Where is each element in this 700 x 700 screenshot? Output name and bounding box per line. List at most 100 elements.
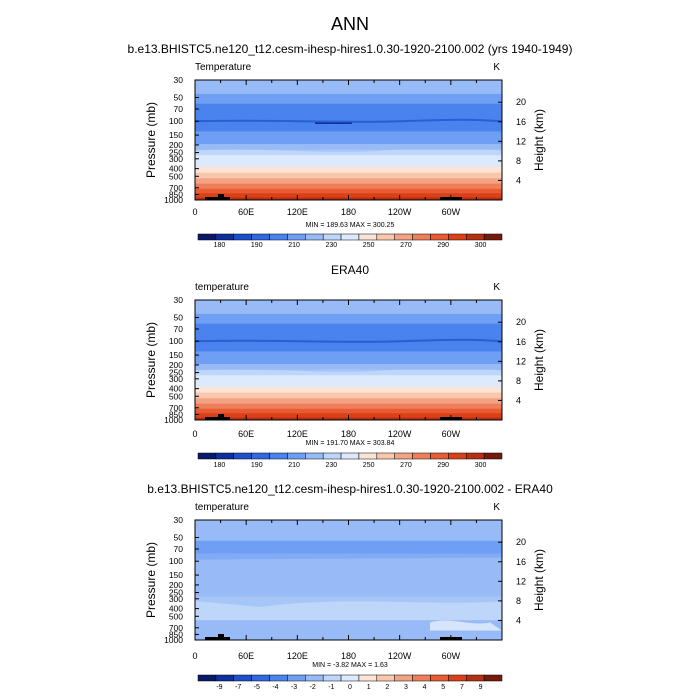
colorbar-label: 4 — [423, 684, 427, 691]
contour-band — [195, 381, 502, 388]
colorbar-swatch — [269, 674, 288, 682]
y-tick-label: 300 — [169, 594, 183, 604]
colorbar-label: 190 — [251, 462, 263, 469]
x-tick-label: 60W — [442, 207, 461, 217]
y-tick-label: 1000 — [164, 195, 183, 205]
x-tick-label: 120E — [287, 429, 308, 439]
colorbar-swatch — [269, 233, 288, 241]
contour-band — [195, 155, 502, 162]
units-label: K — [493, 62, 500, 73]
y-tick-label: 50 — [174, 532, 184, 542]
y-tick-label: 700 — [169, 623, 183, 633]
colorbar-swatch — [305, 233, 324, 241]
contour-band — [195, 313, 502, 325]
colorbar-label: -9 — [216, 684, 222, 691]
colorbar-swatch — [465, 674, 485, 682]
y2-tick-label: 4 — [516, 395, 521, 405]
y-tick-label: 70 — [174, 324, 184, 334]
colorbar-swatch — [233, 233, 252, 241]
colorbar-swatch — [197, 674, 217, 682]
y-tick-label: 70 — [174, 544, 184, 554]
x-tick-label: 120E — [287, 651, 308, 661]
colorbar-label: 300 — [475, 462, 487, 469]
y-tick-label: 50 — [174, 92, 184, 102]
colorbar-label: 250 — [363, 242, 375, 249]
contour-band — [195, 178, 502, 185]
x-tick-label: 60E — [238, 651, 254, 661]
contour-band — [195, 149, 502, 156]
variable-label: temperature — [195, 282, 249, 293]
y-tick-label: 200 — [169, 580, 183, 590]
colorbar-label: -5 — [254, 684, 260, 691]
x-tick-label: 60W — [442, 651, 461, 661]
colorbar-label: 270 — [400, 462, 412, 469]
contour-band — [195, 375, 502, 382]
colorbar-swatch — [483, 674, 503, 682]
y2-tick-label: 16 — [516, 337, 526, 347]
colorbar-label: -3 — [291, 684, 297, 691]
colorbar-label: 230 — [326, 242, 338, 249]
panel-2: ERA40 temperature K 0 60E 120E 180 120W 60W 30 50 7… — [144, 263, 546, 469]
colorbar-swatch — [340, 452, 360, 460]
contour-line — [195, 338, 502, 343]
contour-line — [195, 365, 502, 372]
y-tick-label: 100 — [169, 556, 183, 566]
colorbar-label: 3 — [404, 684, 408, 691]
colorbar: 180 190 210 230 250 270 290 300 — [197, 452, 503, 469]
colorbar-swatch — [358, 452, 378, 460]
contour-band — [195, 567, 502, 582]
y2-tick-label: 16 — [516, 117, 526, 127]
colorbar-swatch — [340, 674, 360, 682]
colorbar-swatch — [358, 674, 378, 682]
y-tick-label: 850 — [169, 189, 183, 199]
colorbar-swatch — [412, 233, 431, 241]
colorbar-swatch — [322, 233, 342, 241]
colorbar-swatch — [197, 452, 217, 460]
y2-tick-label: 4 — [516, 615, 521, 625]
colorbar-label: 0 — [348, 684, 352, 691]
contour-band — [195, 166, 502, 174]
colorbar-swatch — [358, 233, 378, 241]
x-tick-label: 120W — [388, 651, 412, 661]
colorbar-swatch — [376, 452, 395, 460]
y-tick-label: 30 — [174, 75, 184, 85]
x-tick-label: 0 — [192, 207, 197, 217]
x-tick-label: 60E — [238, 429, 254, 439]
x-tick-label: 120E — [287, 207, 308, 217]
y-tick-label: 200 — [169, 140, 183, 150]
x-tick-label: 60E — [238, 207, 254, 217]
y-tick-label: 850 — [169, 629, 183, 639]
y2-tick-label: 8 — [516, 376, 521, 386]
y-tick-label: 100 — [169, 336, 183, 346]
x-tick-label: 120W — [388, 429, 412, 439]
y2-tick-label: 20 — [516, 537, 526, 547]
x-tick-label: 180 — [341, 429, 356, 439]
contour-band — [195, 300, 502, 315]
colorbar-swatch — [376, 233, 395, 241]
colorbar-label: 180 — [214, 242, 226, 249]
y-tick-label: 700 — [169, 183, 183, 193]
contour-band — [195, 323, 502, 335]
colorbar-label: 300 — [475, 242, 487, 249]
x-tick-label: 0 — [192, 429, 197, 439]
panel-title: b.e13.BHISTC5.ne120_t12.cesm-ihesp-hires… — [147, 482, 553, 496]
colorbar-swatch — [376, 674, 395, 682]
colorbar-swatch — [448, 452, 467, 460]
stats-text: MIN = 191.70 MAX = 303.84 — [306, 440, 395, 447]
contour-band — [195, 333, 502, 345]
colorbar-label: 290 — [437, 242, 449, 249]
colorbar-label: -2 — [310, 684, 316, 691]
colorbar-label: 270 — [400, 242, 412, 249]
colorbar-swatch — [287, 233, 306, 241]
y2-axis-title: Height (km) — [532, 109, 546, 171]
colorbar-swatch — [412, 674, 431, 682]
colorbar-swatch — [305, 452, 324, 460]
contour-band — [195, 627, 502, 635]
colorbar-swatch — [251, 233, 270, 241]
y-tick-label: 250 — [169, 368, 183, 378]
panel-title: ERA40 — [331, 263, 369, 277]
y2-tick-label: 12 — [516, 356, 526, 366]
contour-band — [195, 144, 502, 151]
x-tick-label: 60W — [442, 429, 461, 439]
colorbar-label: 1 — [367, 684, 371, 691]
